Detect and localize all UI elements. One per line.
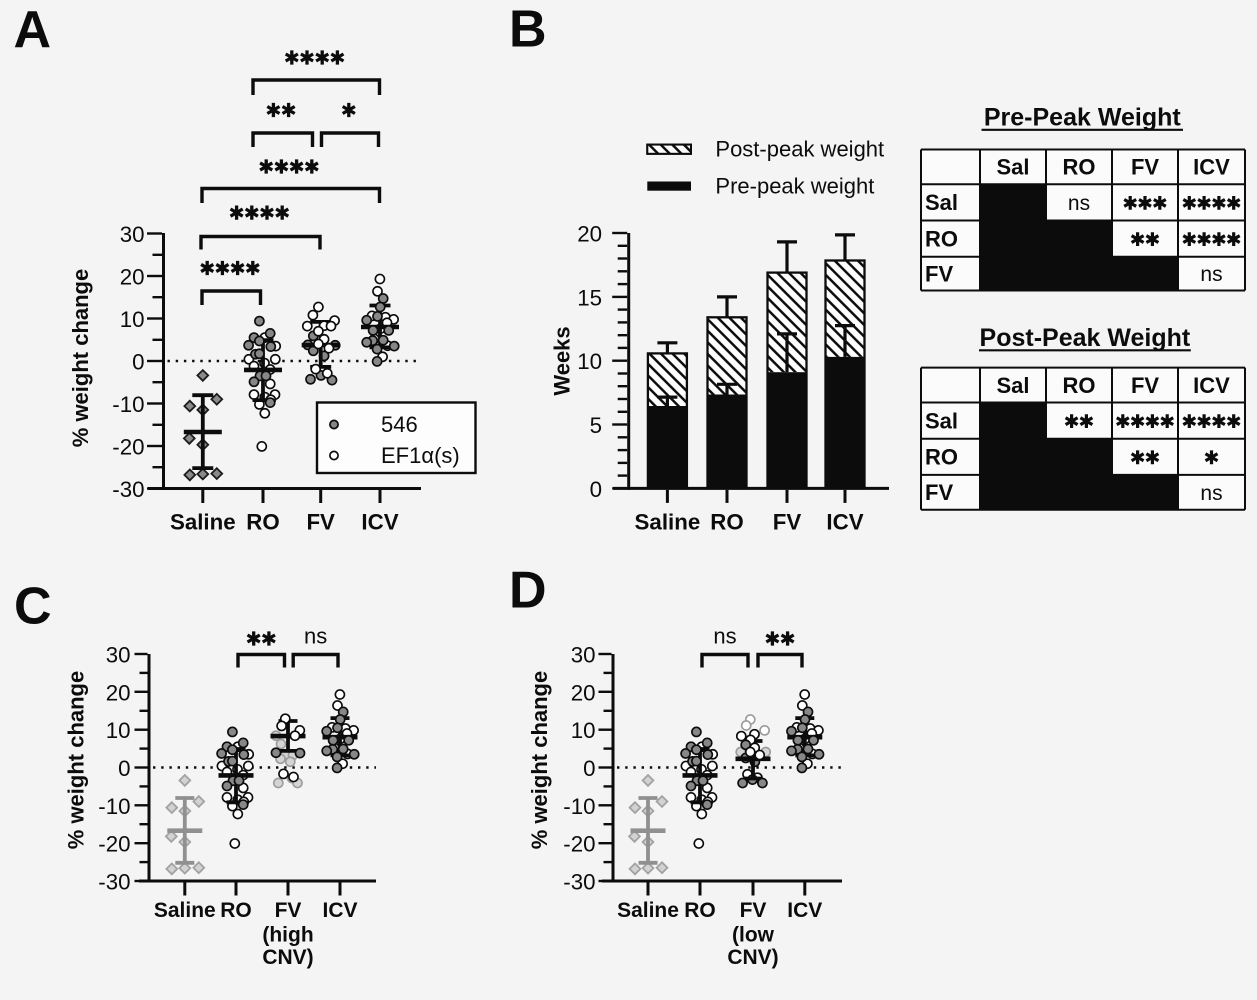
svg-text:Sal: Sal [925, 408, 958, 433]
svg-text:FV: FV [925, 480, 953, 505]
svg-text:15: 15 [577, 285, 602, 310]
svg-text:0: 0 [590, 477, 602, 502]
svg-text:% weight change: % weight change [527, 671, 552, 849]
svg-text:10: 10 [571, 718, 596, 743]
svg-text:(high: (high [262, 923, 313, 946]
svg-text:ICV: ICV [826, 510, 863, 535]
svg-text:20: 20 [577, 222, 602, 247]
svg-text:5: 5 [590, 413, 602, 438]
svg-text:0: 0 [583, 756, 595, 781]
svg-text:D: D [509, 562, 547, 620]
svg-text:ns: ns [1068, 192, 1090, 215]
svg-text:RO: RO [925, 445, 958, 470]
svg-text:ns: ns [713, 624, 736, 649]
svg-text:Sal: Sal [996, 373, 1029, 398]
svg-text:ICV: ICV [1193, 155, 1230, 180]
svg-text:0: 0 [118, 756, 130, 781]
svg-text:Sal: Sal [996, 155, 1029, 180]
svg-text:RO: RO [710, 510, 743, 535]
svg-text:FV: FV [925, 261, 953, 286]
svg-text:Sal: Sal [925, 190, 958, 215]
svg-text:Saline: Saline [635, 510, 701, 535]
svg-text:-30: -30 [563, 870, 595, 895]
svg-text:Pre-Peak Weight: Pre-Peak Weight [984, 104, 1182, 132]
svg-text:FV: FV [306, 509, 335, 534]
svg-text:Saline: Saline [154, 899, 216, 922]
svg-text:20: 20 [571, 680, 596, 705]
svg-text:546: 546 [381, 412, 418, 437]
svg-text:CNV): CNV) [727, 946, 778, 969]
svg-text:ICV: ICV [787, 899, 822, 922]
svg-text:RO: RO [925, 226, 958, 251]
svg-text:ICV: ICV [361, 509, 398, 534]
svg-text:Post-Peak Weight: Post-Peak Weight [980, 324, 1191, 352]
svg-text:-20: -20 [112, 435, 144, 460]
svg-text:Post-peak weight: Post-peak weight [715, 137, 884, 162]
svg-text:RO: RO [1063, 373, 1096, 398]
svg-text:ns: ns [304, 624, 327, 649]
svg-text:B: B [509, 1, 547, 59]
svg-text:FV: FV [1131, 373, 1159, 398]
svg-text:A: A [14, 1, 52, 59]
svg-text:10: 10 [577, 349, 602, 374]
svg-text:FV: FV [773, 510, 802, 535]
svg-text:-20: -20 [563, 832, 595, 857]
svg-text:RO: RO [220, 899, 252, 922]
svg-text:RO: RO [1063, 155, 1096, 180]
svg-text:Pre-peak weight: Pre-peak weight [715, 173, 874, 198]
svg-text:ICV: ICV [1193, 373, 1230, 398]
svg-text:FV: FV [740, 899, 767, 922]
svg-text:% weight change: % weight change [64, 671, 89, 849]
svg-text:0: 0 [132, 350, 144, 375]
svg-text:-10: -10 [98, 794, 130, 819]
svg-text:RO: RO [684, 899, 716, 922]
svg-text:20: 20 [106, 680, 131, 705]
svg-text:30: 30 [120, 222, 145, 247]
svg-text:Saline: Saline [170, 509, 236, 534]
svg-text:FV: FV [275, 899, 302, 922]
svg-text:-30: -30 [98, 870, 130, 895]
svg-text:C: C [14, 577, 52, 635]
svg-text:EF1α(s): EF1α(s) [381, 443, 460, 468]
svg-text:FV: FV [1131, 155, 1159, 180]
svg-text:RO: RO [246, 509, 279, 534]
svg-text:30: 30 [571, 643, 596, 668]
svg-text:Saline: Saline [617, 899, 679, 922]
svg-text:10: 10 [106, 718, 131, 743]
svg-text:-10: -10 [112, 392, 144, 417]
svg-text:ns: ns [1200, 482, 1222, 505]
svg-text:CNV): CNV) [262, 946, 313, 969]
svg-text:-30: -30 [112, 477, 144, 502]
svg-text:ns: ns [1200, 263, 1222, 286]
svg-text:-20: -20 [98, 832, 130, 857]
svg-text:ICV: ICV [322, 899, 357, 922]
svg-text:Weeks: Weeks [550, 326, 575, 395]
svg-text:10: 10 [120, 307, 145, 332]
svg-text:% weight change: % weight change [68, 269, 93, 447]
svg-text:20: 20 [120, 265, 145, 290]
svg-text:30: 30 [106, 643, 131, 668]
svg-text:-10: -10 [563, 794, 595, 819]
svg-text:(low: (low [732, 923, 775, 946]
